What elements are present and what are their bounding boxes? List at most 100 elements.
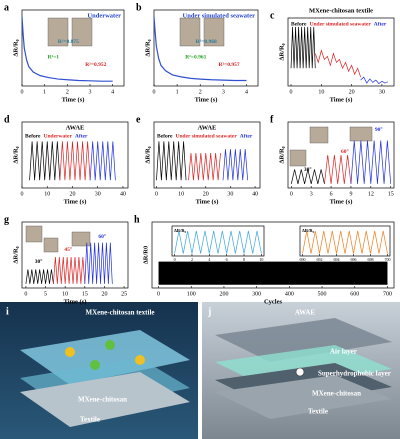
x-tick-label: 1 [176, 89, 179, 95]
x-tick-label: 692 [317, 257, 323, 262]
x-tick-label: 10 [318, 89, 324, 95]
x-tick-label: 2 [66, 89, 69, 95]
plot-frame [21, 121, 129, 189]
annotation: R²=0.961 [185, 54, 206, 60]
x-tick-label: 0 [153, 89, 156, 95]
y-axis-label: ΔR/R₀ [12, 146, 19, 163]
x-tick-label: 500 [318, 291, 327, 297]
ion [90, 360, 100, 370]
x-tick-label: 200 [219, 291, 228, 297]
x-axis-label: Time (s) [64, 298, 87, 305]
data-line [290, 26, 316, 69]
legend-label: Underwater [43, 133, 72, 139]
x-tick-label: 0 [174, 257, 176, 262]
image-label: MXene-chitosan [78, 396, 127, 404]
data-line [53, 257, 86, 284]
inset-y-label: ΔR/R₀ [174, 228, 187, 233]
data-line [21, 16, 113, 82]
annotation: 45° [64, 246, 72, 253]
x-tick-label: 30 [95, 191, 101, 197]
data-line [314, 49, 362, 78]
panel-letter: j [207, 306, 211, 317]
chart-title: Under simulated seawater [183, 12, 256, 19]
plot-frame [287, 17, 395, 87]
x-tick-label: 696 [350, 257, 356, 262]
image-label: Air layer [330, 348, 357, 356]
x-tick-label: 694 [334, 257, 340, 262]
x-tick-label: 600 [350, 291, 359, 297]
x-tick-label: 1 [43, 89, 46, 95]
x-tick-label: 700 [384, 257, 390, 262]
panel-i: i MXene-chitosan textile MXene-chitosan … [0, 302, 198, 439]
data-line [89, 141, 116, 181]
chart-title: AWAE [198, 124, 217, 131]
y-axis-label: ΔR/R₀ [12, 39, 19, 56]
photo-inset [309, 126, 329, 144]
legend-label: Before [25, 133, 41, 139]
panel-letter: f [270, 114, 274, 125]
ion [135, 355, 145, 365]
y-axis-label: ΔR/R₀ [278, 146, 285, 163]
x-tick-label: 10 [44, 191, 50, 197]
x-axis-label: Cycles [264, 298, 283, 305]
x-tick-label: 2 [191, 257, 193, 262]
plot-frame [151, 221, 395, 289]
y-axis-label: ΔR/R0 [142, 246, 149, 265]
data-line [360, 76, 389, 85]
data-line [290, 169, 325, 184]
data-line [302, 230, 388, 254]
x-axis-label: Time (s) [64, 198, 87, 205]
ion [295, 367, 305, 377]
inset-x-label: Cycles [338, 263, 352, 268]
annotation: R²=0.952 [85, 62, 106, 68]
x-tick-label: 400 [285, 291, 294, 297]
textile-layer [20, 372, 190, 427]
annotation: 60° [98, 233, 106, 240]
x-tick-label: 3 [222, 89, 225, 95]
annotation: R²=0.875 [58, 39, 79, 45]
x-tick-label: 690 [300, 257, 306, 262]
plot-frame [287, 121, 395, 189]
x-tick-label: 5 [44, 291, 47, 297]
photo-inset [71, 231, 91, 247]
panel-letter: a [4, 2, 9, 13]
annotation: R²=0.968 [196, 39, 217, 45]
photo-inset [43, 237, 59, 253]
chart-title: Underwater [87, 12, 121, 19]
y-axis-label: ΔR/R₀ [144, 146, 151, 163]
x-tick-label: 20 [101, 291, 107, 297]
x-tick-label: 0 [290, 89, 293, 95]
chart-title: MXene-chitosan textile [309, 7, 373, 14]
legend-label: Under simulated seawater [309, 21, 371, 27]
x-axis-label: Time (s) [196, 198, 219, 205]
plot-frame [21, 9, 125, 87]
photo-inset [71, 17, 93, 47]
legend-label: After [75, 133, 88, 139]
x-axis-label: Time (s) [62, 96, 85, 103]
image-label: MXene-chitosan [312, 390, 361, 398]
plot-frame [153, 121, 261, 189]
data-line [156, 141, 187, 181]
image-label: Textile [80, 416, 100, 424]
panel-letter: i [6, 306, 9, 317]
y-axis-label: ΔR/R₀ [144, 39, 151, 56]
data-line [324, 154, 352, 184]
photo-inset [179, 17, 201, 47]
x-axis-label: Time (s) [330, 198, 353, 205]
annotation: 30° [35, 258, 43, 265]
inset-y-label: ΔR/R₀ [302, 228, 315, 233]
x-tick-label: 698 [367, 257, 373, 262]
x-tick-label: 300 [252, 291, 261, 297]
legend-label: Before [291, 21, 307, 27]
panel-letter: g [4, 214, 9, 225]
image-label: AWAE [295, 309, 316, 317]
x-axis-label: Time (s) [330, 96, 353, 103]
x-tick-label: 20 [203, 191, 209, 197]
x-tick-label: 15 [82, 291, 88, 297]
image-label: Superhydrophobic layer [318, 370, 391, 378]
x-tick-label: 10 [259, 257, 263, 262]
x-tick-label: 0 [157, 291, 160, 297]
signal-band [158, 261, 388, 285]
x-tick-label: 9 [349, 191, 352, 197]
